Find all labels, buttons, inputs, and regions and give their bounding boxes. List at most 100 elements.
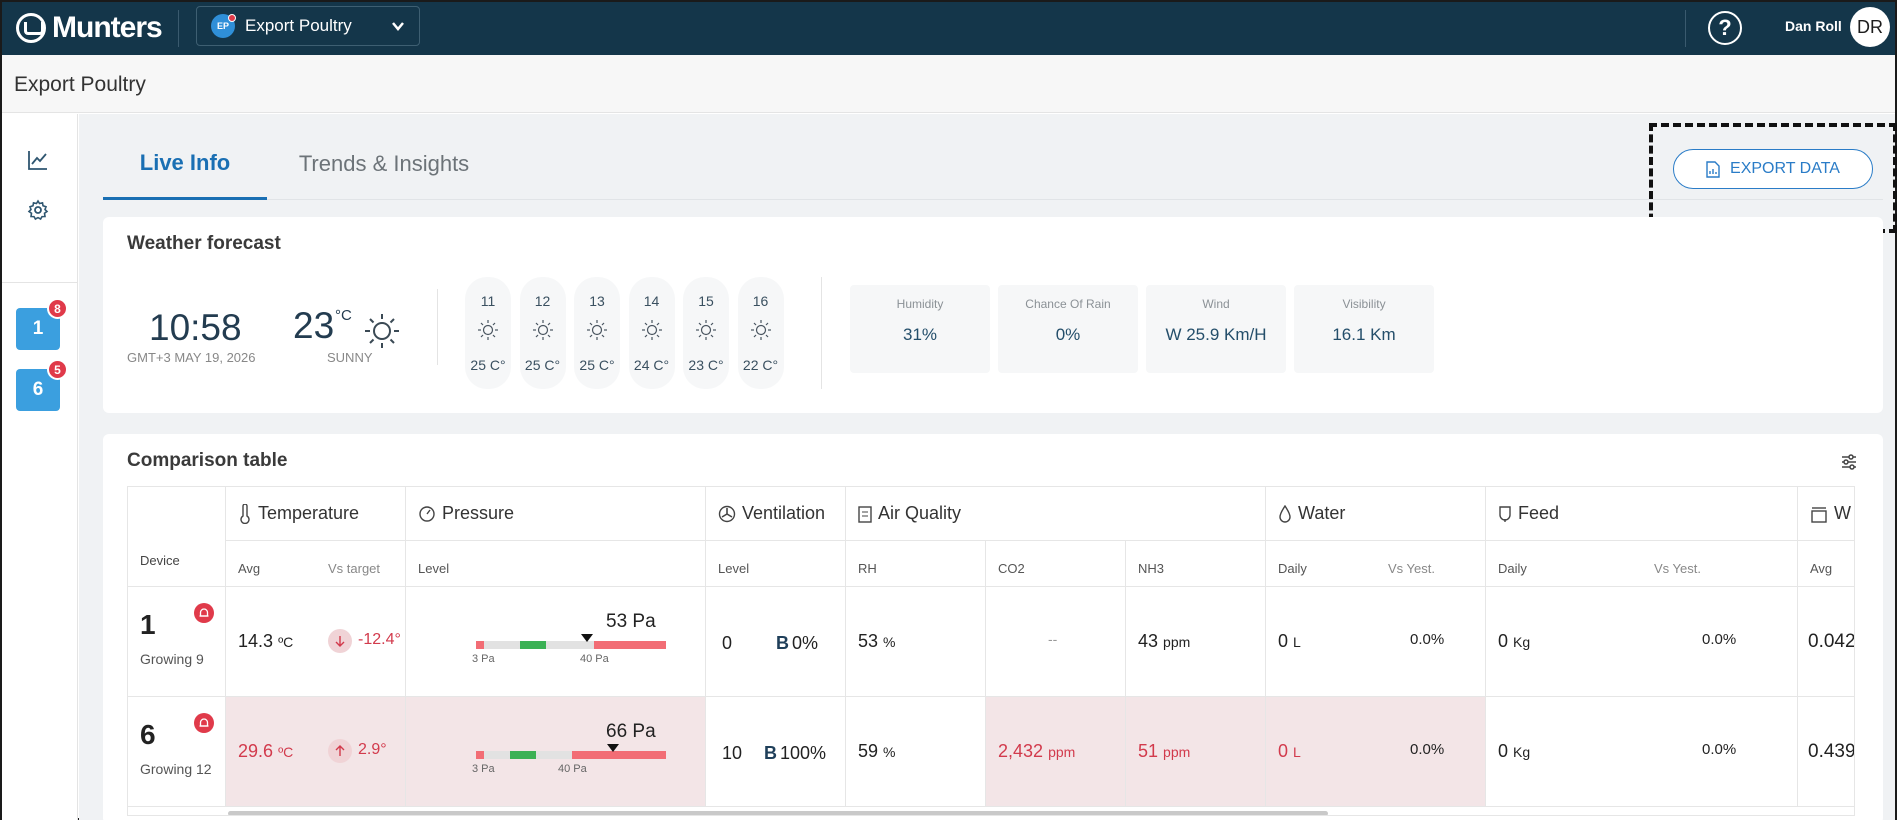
device-cell[interactable]: 1 Growing 9 — [128, 587, 226, 697]
farm-name: Export Poultry — [245, 16, 352, 35]
forecast-temp: 25 C° — [470, 357, 506, 373]
forecast-hour: 13 — [589, 293, 605, 309]
forecast-hour: 11 — [480, 293, 496, 309]
weight-label: W — [1834, 503, 1851, 523]
stat-value: 16.1 Km — [1332, 325, 1396, 344]
weather-condition: SUNNY — [327, 350, 373, 365]
weather-forecast-card: Weather forecast 10:58 GMT+3 MAY 19, 202… — [103, 217, 1883, 413]
alarm-bell-icon[interactable] — [194, 603, 214, 623]
avatar[interactable]: DR — [1850, 7, 1890, 47]
ventilation-cell: 0 B 0% — [706, 587, 846, 697]
water-cell: 0 L 0.0% — [1266, 587, 1486, 697]
ventilation-group-header: Ventilation — [706, 487, 846, 541]
horizontal-scrollbar[interactable] — [228, 811, 1328, 815]
scale-icon — [1811, 506, 1827, 523]
comparison-title: Comparison table — [127, 450, 288, 471]
farm-badge: EP — [211, 14, 236, 38]
temperature-cell: 14.3 ºC -12.4° — [226, 587, 406, 697]
pressure-level-header: Level — [418, 561, 450, 576]
ventilation-percent: 100% — [780, 743, 827, 763]
ventilation-level: 0 — [722, 633, 733, 653]
gear-icon[interactable] — [26, 198, 50, 222]
weather-stat-chance-of-rain: Chance Of Rain 0% — [998, 285, 1138, 373]
export-data-button[interactable]: EXPORT DATA — [1673, 149, 1873, 189]
current-date: GMT+3 MAY 19, 2026 — [127, 350, 256, 365]
rh-value: 59 % — [858, 741, 896, 762]
brand-name: Munters — [52, 11, 163, 44]
temperature-group-header: Temperature — [226, 487, 406, 541]
weather-divider — [437, 289, 438, 365]
ventilation-label: Ventilation — [742, 503, 826, 523]
air-quality-label: Air Quality — [878, 503, 962, 523]
rh-value: 53 % — [858, 631, 896, 652]
device-cell[interactable]: 6 Growing 12 — [128, 697, 226, 807]
feed-unit: Kg — [1513, 744, 1531, 760]
sidebar-house-1[interactable]: 1 8 — [16, 298, 68, 350]
weight-cell: 0.439 — [1798, 697, 1854, 807]
water-daily-value: 0 L — [1278, 631, 1301, 652]
feed-daily-header: Daily — [1498, 561, 1527, 576]
sidebar-house-6[interactable]: 6 5 — [16, 359, 68, 411]
feed-icon — [1499, 505, 1511, 522]
clipboard-icon — [858, 505, 872, 523]
rh-unit: % — [883, 744, 896, 760]
forecast-hour-13: 13 25 C° — [574, 277, 620, 389]
co2-header: CO2 — [998, 561, 1025, 576]
fan-icon — [718, 505, 736, 522]
water-vs-yest: 0.0% — [1410, 741, 1445, 758]
ventilation-mode: B — [776, 633, 789, 653]
ventilation-level: 10 — [722, 743, 743, 763]
forecast-hour: 14 — [643, 293, 660, 309]
sliders-icon[interactable] — [1839, 452, 1859, 472]
water-number: 0 — [1278, 631, 1289, 651]
stat-value: W 25.9 Km/H — [1165, 325, 1267, 344]
nh3-subheader: NH3 — [1126, 541, 1266, 587]
water-unit: L — [1293, 744, 1301, 760]
munters-logo[interactable]: Munters — [16, 11, 163, 45]
pressure-label: Pressure — [442, 503, 515, 523]
nh3-cell: 51 ppm — [1126, 697, 1266, 807]
water-group-header: Water — [1266, 487, 1486, 541]
stat-label: Humidity — [896, 297, 944, 311]
sidebar-divider — [2, 282, 78, 283]
temperature-label: Temperature — [258, 503, 360, 523]
forecast-hour-11: 11 25 C° — [465, 277, 511, 389]
tab-trends-insights[interactable]: Trends & Insights — [298, 151, 470, 176]
farm-selector[interactable]: EP Export Poultry — [196, 6, 420, 46]
munters-logo-icon — [16, 13, 46, 43]
alarm-bell-icon[interactable] — [194, 713, 214, 733]
sun-icon — [587, 320, 607, 340]
tab-live-info[interactable]: Live Info — [103, 128, 267, 200]
co2-number: 2,432 — [998, 741, 1044, 761]
comparison-table-card: Comparison table Device Temperature Pres… — [103, 434, 1883, 820]
temperature-avg: 14.3 ºC — [238, 631, 293, 652]
chart-icon[interactable] — [26, 148, 50, 172]
sun-icon — [478, 320, 498, 340]
feed-subheader: Daily Vs Yest. — [1486, 541, 1798, 587]
user-name[interactable]: Dan Roll — [1785, 18, 1842, 34]
stat-label: Visibility — [1342, 297, 1386, 311]
rh-number: 53 — [858, 631, 879, 651]
pressure-bar-low-zone — [476, 641, 484, 649]
pressure-scale-high: 40 Pa — [558, 763, 587, 775]
rh-subheader: RH — [846, 541, 986, 587]
pressure-scale-low: 3 Pa — [472, 763, 495, 775]
vs-target-value: -12.4° — [358, 631, 401, 648]
nh3-header: NH3 — [1138, 561, 1165, 576]
device-stage: Growing 12 — [140, 761, 212, 777]
forecast-temp: 24 C° — [633, 357, 670, 373]
chevron-down-icon — [392, 22, 404, 31]
gauge-icon — [419, 505, 435, 522]
rh-cell: 53 % — [846, 587, 986, 697]
sidebar: 1 8 6 5 — [2, 114, 78, 820]
pressure-bar-target-zone — [520, 641, 546, 649]
help-icon[interactable]: ? — [1708, 11, 1742, 45]
weather-stat-wind: Wind W 25.9 Km/H — [1146, 285, 1286, 373]
sun-icon — [532, 320, 553, 340]
water-vs-header: Vs Yest. — [1388, 561, 1435, 576]
water-daily-value: 0 L — [1278, 741, 1301, 762]
vs-target-value: 2.9° — [358, 741, 387, 758]
temperature-avg: 29.6 ºC — [238, 741, 293, 762]
page-header: Export Poultry — [2, 55, 1895, 113]
current-time: 10:58 — [149, 307, 242, 348]
